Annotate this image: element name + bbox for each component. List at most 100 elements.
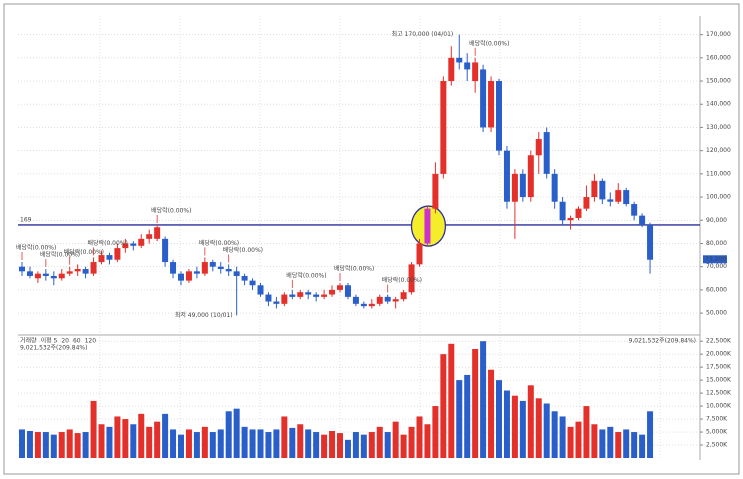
volume-bar — [193, 432, 200, 458]
volume-bar — [623, 429, 630, 458]
high-label: 최고 170,000 (04/01) — [392, 30, 454, 38]
volume-bar — [631, 432, 638, 458]
volume-bar — [170, 429, 177, 458]
candle-body — [591, 180, 598, 198]
candle-body — [503, 150, 510, 202]
candle-body — [480, 69, 487, 128]
candle-body — [567, 217, 574, 221]
volume-bar — [639, 434, 646, 458]
volume-bar — [130, 424, 137, 458]
volume-bar — [233, 408, 240, 458]
candle-body — [440, 81, 447, 174]
volume-bar — [511, 395, 518, 458]
volume-bar — [400, 434, 407, 458]
volume-bar — [19, 429, 25, 458]
candle-body — [193, 271, 200, 274]
volume-bar — [90, 400, 97, 458]
candle-body — [488, 81, 495, 128]
volume-bar — [273, 429, 280, 458]
volume-bar — [599, 429, 606, 458]
volume-legend: 이평 5 — [41, 337, 58, 345]
volume-bar — [480, 341, 487, 458]
candle-body — [599, 180, 606, 200]
volume-tick-label: 17,500K — [706, 364, 732, 371]
volume-bar — [329, 431, 336, 458]
y-tick-label: 80,000 — [706, 240, 727, 247]
candle-body — [289, 294, 296, 297]
y-tick-label: 140,000 — [706, 101, 731, 108]
candle-body — [321, 294, 328, 297]
volume-bar — [368, 432, 375, 458]
candle-body — [464, 62, 471, 70]
candle-body — [535, 139, 542, 156]
volume-tick-label: 2,500K — [706, 442, 728, 449]
event-label: 배당락(0.00%) — [88, 239, 128, 247]
volume-bar — [448, 343, 455, 458]
volume-bar — [567, 426, 574, 458]
volume-bar — [185, 429, 192, 458]
candle-body — [337, 285, 343, 290]
volume-bar — [543, 403, 550, 458]
y-tick-label: 170,000 — [706, 31, 731, 38]
candle-body — [559, 201, 566, 221]
volume-bar — [575, 421, 582, 458]
y-tick-label: 150,000 — [706, 78, 731, 85]
volume-tick-label: 10,000K — [706, 403, 732, 410]
candle-body — [114, 248, 121, 260]
volume-bar — [647, 411, 654, 458]
candle-body — [472, 62, 479, 82]
event-label: 배당락(0.00%) — [223, 246, 263, 254]
volume-bar — [527, 385, 534, 458]
candle-body — [225, 269, 232, 272]
volume-bar — [503, 390, 510, 458]
candle-body — [241, 275, 248, 281]
volume-bar — [583, 406, 590, 458]
candle-body — [639, 215, 646, 225]
volume-bar — [360, 434, 367, 458]
candle-body — [281, 294, 288, 304]
volume-tick-label: 20,000K — [706, 351, 732, 358]
volume-bar — [337, 433, 343, 458]
candle-body — [511, 173, 518, 202]
volume-bar — [98, 424, 105, 458]
volume-tick-label: 22,500K — [706, 338, 732, 345]
current-price-box — [703, 255, 727, 264]
candle-body — [631, 204, 638, 216]
volume-bar — [74, 433, 81, 458]
event-label: 배당락(0.00%) — [382, 276, 422, 284]
candle-body — [74, 269, 81, 272]
candle-body — [368, 303, 375, 307]
event-label: 배당락(0.00%) — [199, 239, 239, 247]
candle-body — [344, 285, 351, 297]
volume-bar — [154, 421, 161, 458]
volume-bar — [241, 426, 248, 458]
volume-bar — [114, 416, 121, 458]
candle-body — [416, 243, 423, 265]
volume-bar — [138, 413, 145, 458]
volume-bar — [201, 426, 208, 458]
volume-bar — [432, 406, 439, 458]
candle-body — [551, 173, 558, 202]
candle-body — [162, 238, 169, 263]
volume-bar — [34, 432, 41, 458]
y-tick-label: 90,000 — [706, 217, 727, 224]
event-label: 배당락(0.00%) — [40, 251, 80, 259]
candle-body — [360, 303, 367, 307]
event-label: 배당락(0.00%) — [286, 271, 326, 279]
candle-body — [543, 132, 550, 174]
candle-body — [82, 269, 89, 274]
candle-body — [178, 273, 184, 281]
candle-body — [50, 275, 57, 279]
low-label: 최저 49,000 (10/01) — [175, 311, 233, 319]
volume-bar — [559, 416, 566, 458]
candle-body — [400, 292, 407, 300]
volume-bar — [50, 434, 57, 458]
candle-body — [432, 173, 439, 209]
candle-body — [329, 289, 336, 295]
volume-bar — [615, 432, 622, 458]
volume-info: 9,021,532주(209.84%) — [20, 345, 87, 352]
volume-bar — [42, 432, 49, 458]
volume-bar — [178, 434, 184, 458]
candle-body — [448, 57, 455, 82]
volume-bar — [305, 429, 312, 458]
